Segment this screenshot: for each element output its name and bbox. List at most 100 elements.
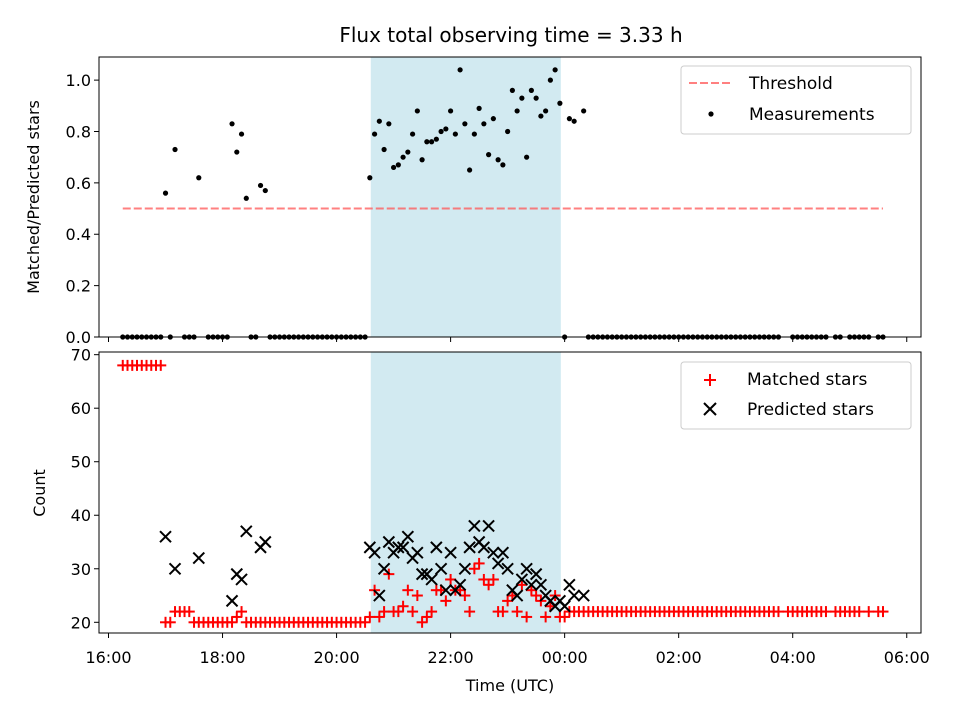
predicted-star-marker <box>396 541 410 554</box>
predicted-star-marker <box>439 583 453 597</box>
matched-legend-label: Matched stars <box>747 370 867 390</box>
measurement-point <box>514 108 520 114</box>
top-highlight-span <box>370 57 561 337</box>
top-y-ticks: 0.0 0.2 0.4 0.6 0.8 1.0 <box>66 71 99 347</box>
measurement-point <box>467 167 473 173</box>
matched-star-marker <box>497 606 509 618</box>
bottom-y-axis-label: Count <box>30 469 49 517</box>
measurement-point <box>409 131 416 137</box>
predicted-star-marker <box>259 535 272 549</box>
predicted-star-marker <box>392 541 405 554</box>
bottom-panel: 20 30 40 50 60 70 16:00 18:00 20:00 22:00 00:00 02… <box>30 346 930 695</box>
measurement-point <box>571 118 577 124</box>
measurement-point <box>448 108 454 114</box>
measurement-point <box>234 149 240 155</box>
predicted-star-marker <box>373 589 386 602</box>
threshold-legend-label: Threshold <box>748 74 833 94</box>
predicted-star-marker <box>525 578 538 592</box>
matched-star-marker <box>820 606 832 618</box>
matched-star-marker <box>440 595 452 607</box>
matched-star-marker <box>521 611 533 623</box>
predicted-legend-label: Predicted stars <box>747 400 874 420</box>
matched-star-marker <box>421 611 433 623</box>
predicted-legend-swatch <box>703 402 717 416</box>
measurement-point <box>400 154 406 160</box>
bottom-axes-frame <box>98 351 922 634</box>
measurement-point <box>505 128 511 135</box>
measurement-point <box>162 190 169 196</box>
measurement-point <box>481 121 487 127</box>
predicted-star-marker <box>411 546 424 559</box>
measurement-point <box>509 87 515 93</box>
xtick-label: 04:00 <box>770 648 816 667</box>
measurement-point <box>490 116 496 122</box>
matched-star-marker <box>231 611 243 623</box>
bottom-ytick-label: 50 <box>71 453 91 472</box>
predicted-star-marker <box>529 567 543 581</box>
predicted-star-marker <box>235 573 248 586</box>
matched-star-marker <box>473 557 485 569</box>
predicted-star-marker <box>577 589 590 602</box>
bottom-ytick-label: 20 <box>71 613 91 632</box>
measurement-point <box>262 187 268 194</box>
matched-star-marker <box>530 590 542 602</box>
measurements-legend-swatch <box>708 111 714 117</box>
measurement-point <box>528 87 534 93</box>
measurements-legend-label: Measurements <box>749 105 875 125</box>
predicted-star-marker <box>425 573 438 586</box>
xtick-label: 18:00 <box>199 648 245 667</box>
predicted-star-marker <box>487 546 500 559</box>
top-ytick-label: 1.0 <box>66 71 91 90</box>
matched-star-marker <box>236 606 248 618</box>
matched-star-marker <box>487 573 499 585</box>
predicted-star-marker <box>430 541 443 554</box>
measurement-point <box>438 128 444 135</box>
matched-star-marker <box>540 611 552 623</box>
matched-star-marker <box>373 611 385 623</box>
matched-star-marker <box>378 606 390 618</box>
measurement-point <box>371 131 378 137</box>
predicted-star-marker <box>482 519 495 533</box>
matched-star-marker <box>426 606 438 618</box>
predicted-star-marker <box>477 541 491 554</box>
matched-star-marker <box>464 606 476 618</box>
top-legend: Threshold Measurements <box>680 65 912 135</box>
measurement-point <box>386 121 392 127</box>
predicted-star-marker <box>567 589 581 602</box>
bottom-ytick-label: 60 <box>71 399 91 418</box>
top-ytick-label: 0.4 <box>66 225 91 244</box>
matched-star-marker <box>402 584 414 596</box>
measurement-point <box>533 95 539 101</box>
measurement-point <box>519 95 525 101</box>
top-ytick-label: 0.8 <box>66 122 91 141</box>
xtick-label: 22:00 <box>428 648 474 667</box>
matched-star-marker <box>525 584 537 596</box>
matched-star-marker <box>516 579 528 591</box>
measurement-point <box>376 118 382 124</box>
xtick-label: 20:00 <box>314 648 360 667</box>
predicted-star-marker <box>468 519 481 533</box>
matched-star-marker <box>407 606 419 618</box>
matched-star-marker <box>478 573 490 585</box>
measurement-point <box>547 77 553 83</box>
predicted-star-marker <box>453 578 467 592</box>
measurement-point <box>395 162 401 168</box>
matched-star-marker <box>468 563 480 575</box>
bottom-legend-box <box>680 361 912 430</box>
x-axis-label: Time (UTC) <box>465 676 554 695</box>
top-axes-frame <box>98 56 922 338</box>
measurement-point <box>196 175 202 181</box>
measurement-point <box>552 67 558 73</box>
measurement-point <box>257 182 264 189</box>
predicted-star-marker <box>434 562 448 575</box>
measurement-point <box>462 121 468 127</box>
matched-star-marker <box>397 600 409 612</box>
measurement-point <box>229 121 235 127</box>
predicted-star-marker <box>496 546 510 559</box>
measurement-point <box>367 175 373 181</box>
measurement-point <box>486 152 492 158</box>
predicted-star-marker <box>368 546 381 559</box>
matched-star-marker <box>392 606 404 618</box>
predicted-star-marker <box>534 578 548 592</box>
top-panel: 0.0 0.2 0.4 0.6 0.8 1.0 Matched/Predicted sta… <box>24 56 922 347</box>
